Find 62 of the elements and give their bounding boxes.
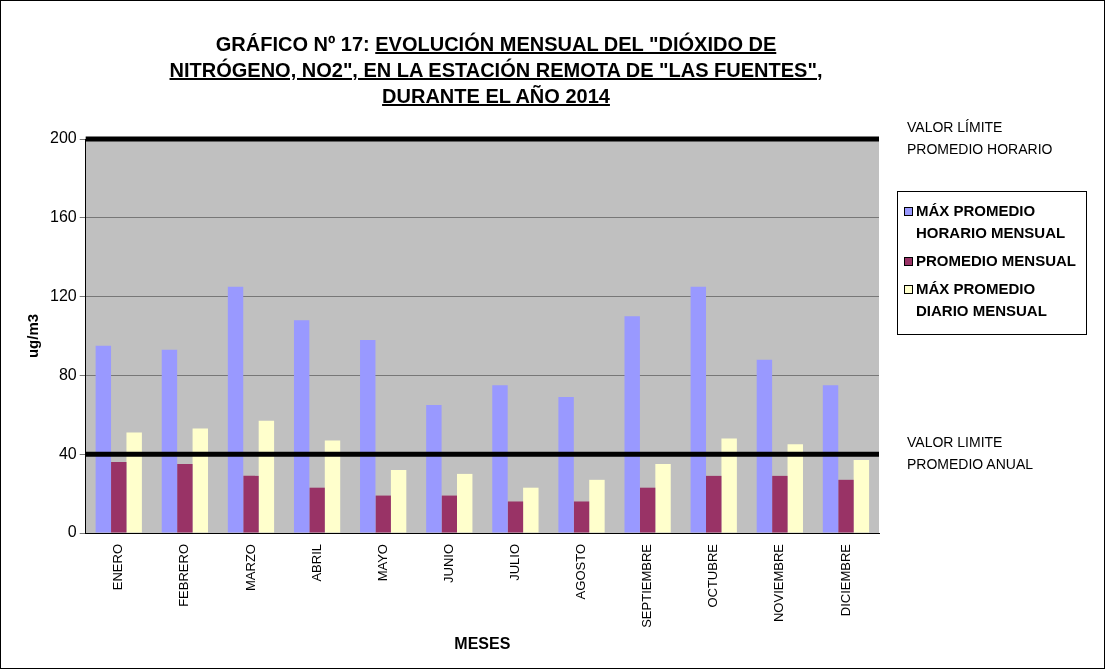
- bar: [243, 475, 259, 533]
- bar: [787, 444, 803, 533]
- bar: [589, 479, 605, 533]
- x-tick-label: JUNIO: [440, 544, 456, 583]
- bar: [95, 345, 112, 533]
- y-tick-label: 160: [49, 208, 77, 226]
- bar: [426, 404, 442, 533]
- bar: [706, 475, 722, 533]
- bar: [360, 339, 376, 533]
- bar: [822, 385, 839, 533]
- y-tick-label: 0: [67, 523, 77, 541]
- bar: [756, 359, 773, 533]
- bar: [624, 316, 640, 533]
- x-tick-label: FEBRERO: [176, 544, 192, 607]
- bar: [111, 462, 127, 533]
- x-tick-label: MAYO: [374, 544, 390, 582]
- bar: [573, 501, 590, 533]
- bar: [126, 432, 142, 533]
- bar: [457, 473, 473, 533]
- bar: [507, 501, 524, 533]
- bar: [390, 469, 407, 533]
- x-tick-label: JULIO: [506, 544, 522, 581]
- bar: [639, 487, 656, 533]
- y-tick-label: 40: [58, 444, 77, 462]
- bar: [227, 286, 244, 533]
- x-tick-label: ABRIL: [308, 544, 324, 582]
- x-axis-title: MESES: [454, 634, 511, 652]
- x-tick-label: OCTUBRE: [705, 543, 721, 608]
- x-tick-label: NOVIEMBRE: [771, 543, 787, 623]
- bar: [655, 464, 671, 533]
- bar: [177, 464, 193, 533]
- legend-label: MÁX PROMEDIO HORARIO MENSUAL: [916, 201, 1067, 243]
- y-tick-label: 80: [58, 365, 77, 383]
- x-tick-label: AGOSTO: [573, 544, 589, 600]
- chart-title: GRÁFICO Nº 17: EVOLUCIÓN MENSUAL DEL "DIÓXIDO DE NITRÓGENO, NO2", EN LA ESTACIÓN REMOTA DE "LAS FUENTES", DURANTE EL AÑO 2014: [168, 31, 824, 109]
- y-tick-label: 200: [49, 129, 77, 147]
- bar: [161, 349, 178, 533]
- x-tick-label: MARZO: [242, 544, 258, 591]
- x-tick-label: SEPTIEMBRE: [639, 543, 655, 628]
- bar: [690, 286, 707, 533]
- bar: [772, 475, 788, 533]
- bar: [441, 495, 458, 533]
- ref-line-label: VALOR LIMITE PROMEDIO ANUAL: [907, 434, 1034, 473]
- bar: [309, 487, 325, 533]
- bar: [721, 438, 737, 533]
- bar: [853, 460, 870, 533]
- bar: [192, 428, 208, 533]
- bar: [293, 320, 310, 533]
- legend-label: PROMEDIO MENSUAL: [916, 251, 1077, 271]
- y-axis-title: ug/m3: [24, 313, 42, 359]
- bar: [324, 440, 341, 533]
- y-tick-label: 120: [49, 287, 77, 305]
- bar: [838, 479, 854, 533]
- legend-label: MÁX PROMEDIO DIARIO MENSUAL: [916, 279, 1048, 321]
- bar: [492, 385, 508, 533]
- bar: [258, 420, 275, 533]
- bar: [523, 487, 539, 533]
- bar: [375, 495, 391, 533]
- bar: [558, 397, 574, 533]
- x-tick-label: ENERO: [110, 544, 126, 591]
- ref-line-label: VALOR LÍMITE PROMEDIO HORARIO: [907, 118, 1053, 157]
- x-tick-label: DICIEMBRE: [837, 543, 853, 617]
